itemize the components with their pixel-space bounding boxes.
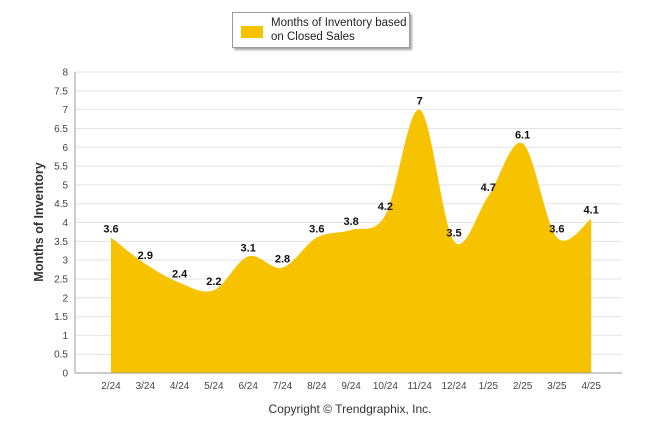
axes [74, 72, 622, 374]
x-tick-label: 6/24 [238, 381, 258, 392]
x-tick-label: 5/24 [204, 381, 224, 392]
data-labels: 3.6 2.9 2.4 2.2 3.1 2.8 3.6 3.8 4.2 7 3.5 4.7 6.1 3.6… [103, 96, 598, 289]
copyright-text: Copyright © Trendgraphix, Inc. [268, 402, 432, 416]
y-tick-label: 3 [62, 256, 68, 267]
data-label: 3.1 [241, 242, 256, 254]
x-tick-label: 9/24 [341, 381, 361, 392]
x-tick-label: 4/25 [581, 381, 601, 392]
y-tick-label: 4 [62, 218, 68, 229]
data-label: 4.7 [481, 182, 496, 194]
x-tick-label: 11/24 [408, 381, 433, 392]
y-tick-label: 7.5 [54, 86, 68, 97]
y-tick-label: 2 [62, 293, 68, 304]
x-tick-label: 10/24 [373, 381, 398, 392]
legend: Months of Inventory based on Closed Sale… [232, 12, 410, 48]
y-tick-label: 8 [62, 68, 68, 79]
y-tick-label: 0 [62, 369, 68, 380]
x-tick-label: 12/24 [441, 381, 466, 392]
x-tick-label: 3/25 [547, 381, 567, 392]
y-tick-label: 7 [62, 105, 68, 116]
y-tick-label: 0.5 [54, 350, 68, 361]
data-label: 2.9 [138, 250, 153, 262]
y-tick-label: 5 [62, 180, 68, 191]
data-label: 4.2 [378, 201, 393, 213]
y-tick-label: 3.5 [54, 237, 68, 248]
legend-label: Months of Inventory based on Closed Sale… [271, 17, 407, 43]
data-label: 7 [417, 96, 423, 108]
data-label: 2.4 [172, 269, 188, 281]
y-tick-label: 2.5 [54, 274, 68, 285]
x-tick-label: 1/25 [479, 381, 499, 392]
y-axis-label: Months of Inventory [32, 162, 46, 281]
y-tick-labels: 0 0.5 1 1.5 2 2.5 3 3.5 4 4.5 5 5.5 6 6.5 7 7.5 8 [54, 68, 68, 380]
data-label: 4.1 [584, 205, 599, 217]
y-tick-label: 4.5 [54, 199, 68, 210]
y-tick-label: 5.5 [54, 162, 68, 173]
x-tick-label: 7/24 [273, 381, 293, 392]
y-tick-label: 1 [62, 331, 68, 342]
data-label: 3.6 [103, 224, 118, 236]
data-label: 2.8 [275, 254, 290, 266]
x-tick-label: 3/24 [136, 381, 156, 392]
data-label: 3.6 [549, 224, 564, 236]
x-tick-label: 4/24 [170, 381, 190, 392]
x-tick-labels: 2/24 3/24 4/24 5/24 6/24 7/24 8/24 9/24 10/24 11/… [101, 381, 601, 392]
y-tick-label: 6 [62, 143, 68, 154]
y-tick-label: 6.5 [54, 124, 68, 135]
data-label: 3.6 [309, 224, 324, 236]
y-tick-label: 1.5 [54, 312, 68, 323]
data-label: 3.8 [343, 216, 358, 228]
data-label: 6.1 [515, 129, 530, 141]
x-tick-label: 2/25 [513, 381, 533, 392]
data-area [111, 109, 592, 373]
x-tick-label: 2/24 [101, 381, 121, 392]
data-label: 3.5 [446, 227, 461, 239]
legend-swatch [241, 26, 263, 38]
data-label: 2.2 [206, 276, 221, 288]
x-tick-label: 8/24 [307, 381, 327, 392]
